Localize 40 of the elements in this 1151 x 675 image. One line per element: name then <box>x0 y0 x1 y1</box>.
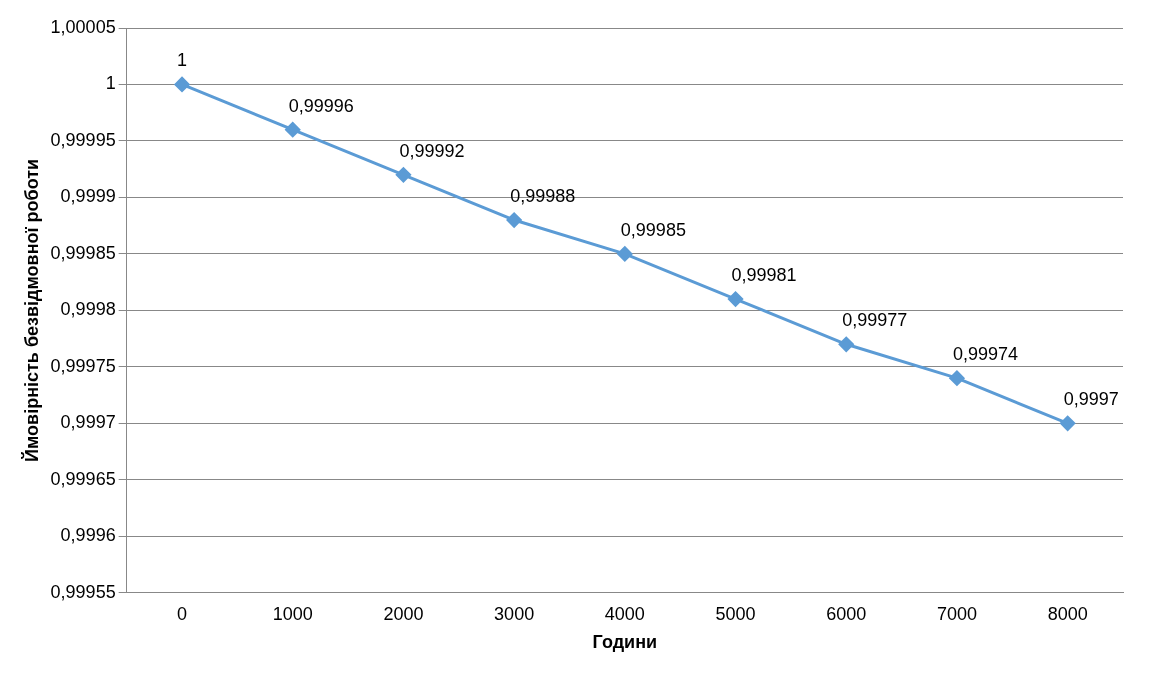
data-label: 1 <box>177 50 188 71</box>
data-label: 0,99988 <box>510 186 576 206</box>
data-label: 0,99974 <box>952 344 1019 365</box>
x-tick-label: 7000 <box>936 603 977 624</box>
y-tick-label: 1,00005 <box>50 16 116 37</box>
x-axis-title: Години <box>592 632 658 653</box>
point <box>395 167 411 183</box>
y-tick-label: 0,99975 <box>50 355 116 376</box>
x-tick-label: 3000 <box>494 603 535 624</box>
y-tick-label: 0,99955 <box>50 581 116 602</box>
data-label: 0,9997 <box>1063 389 1119 410</box>
x-tick-label: 6000 <box>826 603 867 624</box>
y-tick-label: 0,99995 <box>50 129 116 150</box>
x-tick-label: 5000 <box>715 603 756 624</box>
y-tick-label: 0,9998 <box>60 299 116 320</box>
y-tick-label: 1 <box>105 73 116 94</box>
x-tick-label: 2000 <box>383 603 424 624</box>
y-tick-label: 0,9997 <box>60 412 116 433</box>
data-label: 0,99992 <box>399 140 465 161</box>
point <box>174 76 190 92</box>
point <box>949 370 965 386</box>
point <box>838 336 854 352</box>
x-tick-label: 4000 <box>604 603 645 624</box>
point <box>285 122 301 138</box>
data-label: 0,99985 <box>620 219 686 240</box>
point <box>506 212 522 228</box>
y-tick-label: 0,9999 <box>60 186 116 207</box>
point <box>617 246 633 262</box>
x-tick-label: 1000 <box>272 603 313 624</box>
y-tick-label: 0,99985 <box>50 242 116 263</box>
x-tick-label: 8000 <box>1047 603 1088 624</box>
point <box>728 291 744 307</box>
point <box>1060 415 1076 431</box>
data-label: 0,99981 <box>731 265 797 286</box>
y-tick-label: 0,9996 <box>60 525 116 546</box>
data-label: 0,99977 <box>842 310 908 331</box>
y-axis-title: Ймовірність безвідмовної роботи <box>20 158 42 462</box>
data-label: 0,99996 <box>288 95 354 116</box>
y-tick-label: 0,99965 <box>50 468 116 489</box>
x-tick-label: 0 <box>177 603 188 624</box>
